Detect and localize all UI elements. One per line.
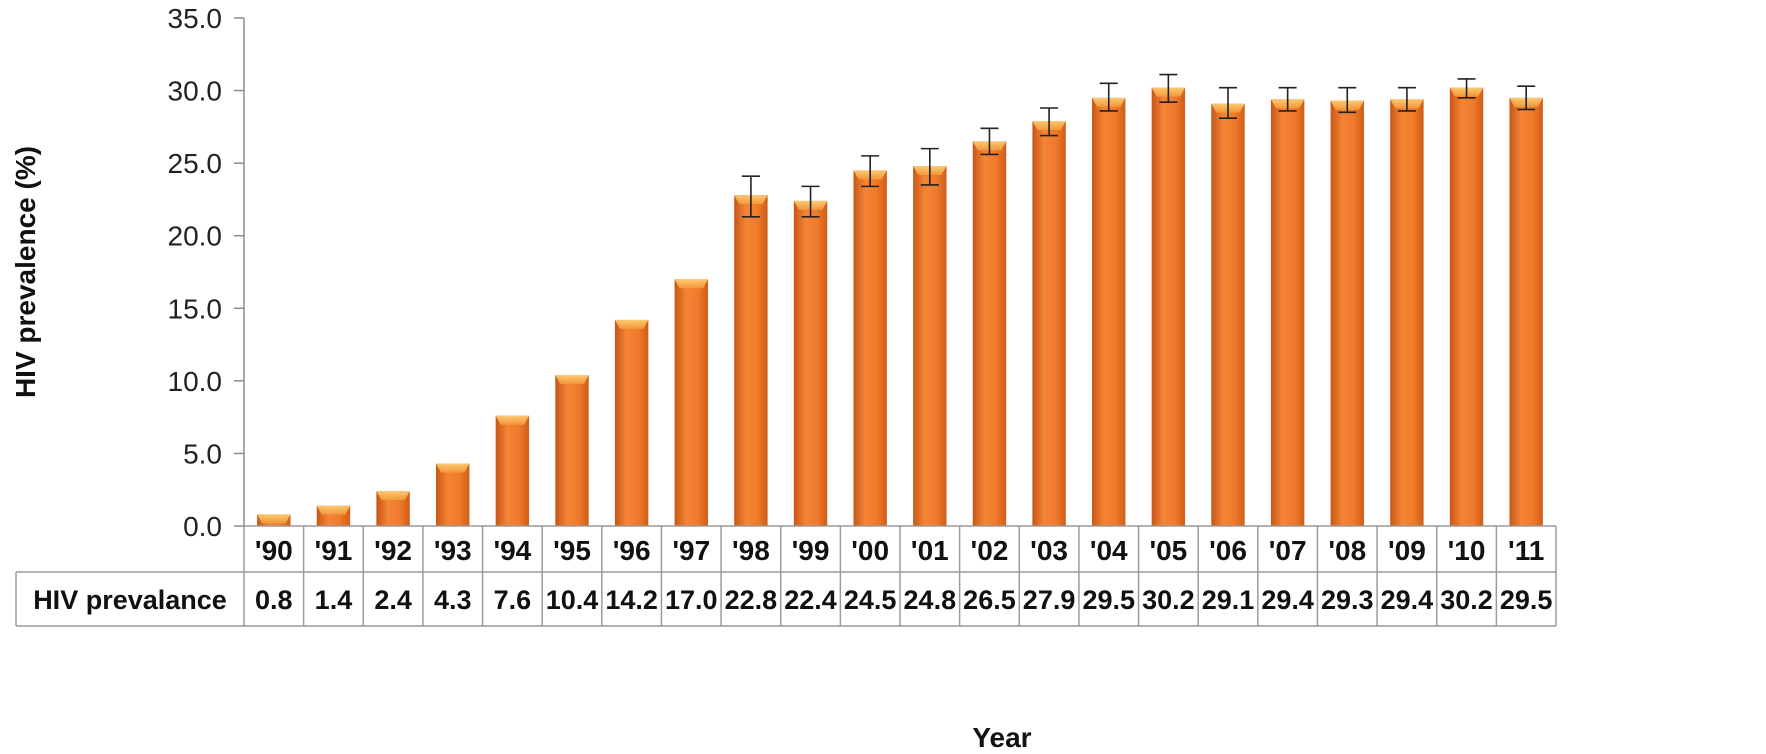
data-value-label: 29.4: [1381, 585, 1434, 615]
x-category-label: '98: [732, 535, 770, 566]
data-value-label: 27.9: [1023, 585, 1076, 615]
bar-highlight: [555, 375, 589, 385]
data-value-label: 14.2: [605, 585, 658, 615]
bar: [1330, 100, 1364, 526]
data-value-label: 24.5: [844, 585, 897, 615]
data-value-label: 1.4: [315, 585, 353, 615]
bar-highlight: [614, 319, 649, 329]
bar: [1211, 103, 1245, 527]
bar: [436, 463, 470, 526]
bar-highlight: [436, 463, 470, 473]
bar: [614, 319, 649, 526]
bar: [1032, 121, 1066, 527]
x-category-label: '09: [1388, 535, 1426, 566]
bar: [853, 170, 887, 526]
bar: [793, 200, 828, 526]
data-value-label: 29.3: [1321, 585, 1374, 615]
x-axis-title: Year: [972, 722, 1031, 753]
data-value-label: 29.4: [1261, 585, 1314, 615]
table-row-label: HIV prevalance: [33, 585, 227, 615]
bar: [1092, 97, 1126, 526]
bar-highlight: [316, 505, 351, 515]
data-value-label: 10.4: [546, 585, 599, 615]
x-category-label: '92: [374, 535, 412, 566]
x-category-label: '08: [1328, 535, 1366, 566]
x-category-label: '95: [553, 535, 591, 566]
x-category-label: '00: [851, 535, 889, 566]
x-category-label: '11: [1508, 535, 1544, 566]
x-category-label: '03: [1030, 535, 1068, 566]
y-tick-label: 10.0: [168, 366, 223, 397]
bar: [913, 166, 947, 526]
x-category-label: '07: [1269, 535, 1307, 566]
data-value-label: 4.3: [434, 585, 472, 615]
x-category-label: '10: [1448, 535, 1486, 566]
data-value-label: 24.8: [904, 585, 957, 615]
bar-highlight: [495, 415, 530, 425]
data-value-label: 29.1: [1202, 585, 1255, 615]
x-category-label: '04: [1090, 535, 1128, 566]
x-category-label: '02: [971, 535, 1009, 566]
data-value-label: 30.2: [1440, 585, 1493, 615]
y-axis: 0.0 5.0 10.0 15.0 20.0 25.0 30.0 35.0: [168, 3, 245, 542]
x-category-label: '97: [672, 535, 710, 566]
data-value-label: 22.8: [725, 585, 778, 615]
bar: [972, 141, 1007, 526]
y-tick-label: 25.0: [168, 148, 223, 179]
x-category-label: '94: [493, 535, 531, 566]
bar: [1270, 99, 1305, 526]
bar: [495, 415, 530, 526]
x-category-label: '90: [255, 535, 293, 566]
bar: [1151, 87, 1186, 526]
x-category-label: '91: [315, 535, 353, 566]
data-value-label: 29.5: [1082, 585, 1135, 615]
data-value-label: 29.5: [1500, 585, 1553, 615]
x-category-label: '05: [1149, 535, 1187, 566]
bars-group: [257, 87, 1543, 527]
y-tick-label: 30.0: [168, 76, 223, 107]
data-value-label: 30.2: [1142, 585, 1195, 615]
error-bars-group: [741, 73, 1536, 218]
bar: [1390, 99, 1424, 526]
data-value-label: 2.4: [374, 585, 412, 615]
x-category-label: '99: [792, 535, 830, 566]
y-tick-label: 0.0: [183, 511, 222, 542]
bar: [674, 279, 708, 526]
bar: [734, 195, 768, 526]
data-value-label: 26.5: [963, 585, 1016, 615]
data-value-label: 17.0: [665, 585, 718, 615]
y-axis-title: HIV prevalence (%): [10, 146, 41, 398]
bar-highlight: [376, 491, 410, 501]
y-tick-label: 5.0: [183, 438, 222, 469]
x-category-label: '93: [434, 535, 472, 566]
data-table: '90 '91 '92 '93 '94 '95 '96 '97 '98 '99 '00 '01 '02 '…: [15, 525, 1557, 627]
bar: [1509, 97, 1543, 526]
bar-highlight: [257, 514, 291, 524]
bar: [1449, 87, 1484, 526]
bar-highlight: [674, 279, 708, 289]
y-tick-label: 15.0: [168, 293, 223, 324]
y-tick-label: 20.0: [168, 221, 223, 252]
x-category-label: '01: [911, 535, 949, 566]
x-category-label: '06: [1209, 535, 1247, 566]
data-value-label: 0.8: [255, 585, 293, 615]
data-value-label: 7.6: [494, 585, 532, 615]
y-tick-label: 35.0: [168, 3, 223, 34]
x-category-label: '96: [613, 535, 651, 566]
data-value-label: 22.4: [784, 585, 837, 615]
bar: [555, 375, 589, 526]
